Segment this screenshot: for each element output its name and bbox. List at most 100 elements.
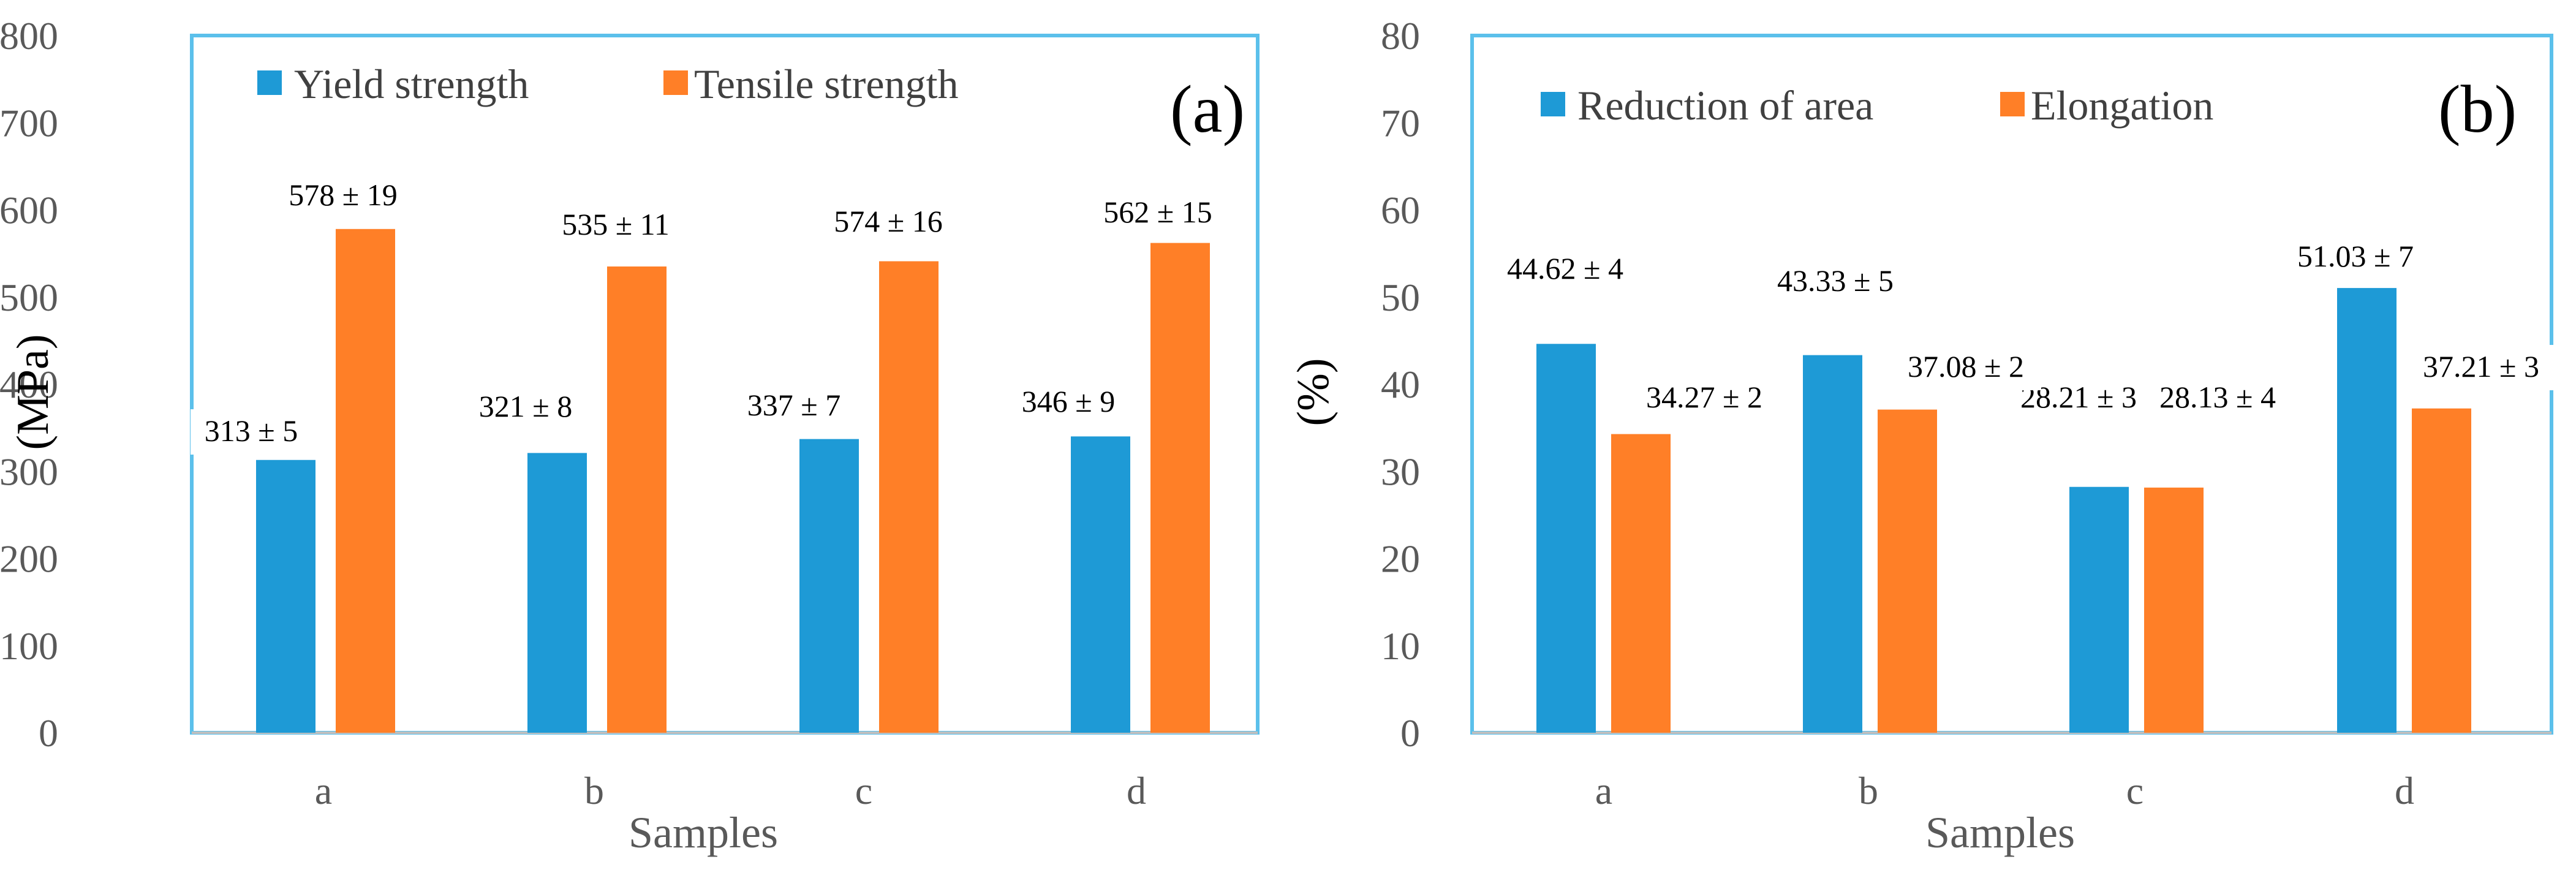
legend-swatch-tensile — [663, 70, 688, 95]
y-tick-label: 80 — [1381, 14, 1420, 58]
bar-elongation-d — [2412, 408, 2471, 733]
data-label-background — [191, 409, 312, 455]
data-label-group: 321 ± 8 — [465, 385, 586, 430]
data-label-background — [1890, 345, 2041, 390]
data-label-group: 535 ± 11 — [562, 207, 670, 241]
bar-reduction-of-area-b — [1803, 355, 1862, 733]
y-tick-label: 700 — [0, 101, 58, 145]
data-label: 51.03 ± 7 — [2297, 239, 2414, 273]
y-tick-label: 100 — [0, 624, 58, 668]
bar-reduction-of-area-a — [1536, 344, 1596, 733]
x-tick-label: d — [1127, 769, 1146, 812]
x-tick-label: b — [584, 769, 604, 812]
bar-yield-strength-b — [527, 453, 587, 733]
data-label: 574 ± 16 — [834, 204, 942, 238]
y-tick-label: 70 — [1381, 101, 1420, 145]
y-tick-labels-b: 0 10 20 30 40 50 60 70 80 — [1381, 14, 1420, 755]
bar-reduction-of-area-d — [2337, 288, 2397, 733]
bar-elongation-b — [1878, 409, 1937, 733]
data-label-background — [2280, 235, 2431, 280]
bar-reduction-of-area-c — [2069, 486, 2129, 733]
data-label-background — [1008, 380, 1129, 425]
y-tick-label: 0 — [1400, 711, 1420, 755]
legend-label-elongation: Elongation — [2031, 82, 2213, 129]
panel-label-b: (b) — [2438, 72, 2517, 146]
legend-label-reduction: Reduction of area — [1577, 82, 1873, 129]
y-tick-label: 300 — [0, 450, 58, 493]
data-label-group: 574 ± 16 — [834, 204, 942, 238]
chart-panel-b: 0 10 20 30 40 50 60 70 80 44.62 ± 4 43.33 ± 5 28.2… — [1288, 14, 2556, 857]
category-labels-a: a b c d — [315, 769, 1146, 812]
data-label-group: 37.08 ± 2 — [1890, 345, 2041, 390]
data-label-background — [2142, 376, 2293, 421]
data-label: 37.08 ± 2 — [1908, 349, 2024, 384]
bar-elongation-c — [2144, 487, 2204, 733]
y-tick-labels-a: 0 100 200 300 400 500 600 700 800 — [0, 14, 58, 755]
data-label: 37.21 ± 3 — [2423, 349, 2539, 384]
y-tick-label: 0 — [39, 711, 58, 755]
x-tick-label: c — [2126, 769, 2144, 812]
data-label-group: 337 ± 7 — [733, 384, 855, 429]
data-label-background — [1760, 259, 1911, 304]
x-tick-label: a — [315, 769, 332, 812]
y-tick-label: 40 — [1381, 363, 1420, 406]
y-tick-label: 20 — [1381, 537, 1420, 581]
legend-label-yield: Yield strength — [294, 61, 529, 107]
bar-tensile-strength-b — [607, 266, 667, 733]
data-label: 535 ± 11 — [562, 207, 670, 241]
data-label-group: 43.33 ± 5 — [1760, 259, 1911, 304]
data-label: 44.62 ± 4 — [1507, 251, 1623, 285]
y-tick-label: 600 — [0, 189, 58, 232]
data-label-group: 44.62 ± 4 — [1490, 247, 1641, 292]
data-label-group: 346 ± 9 — [1008, 380, 1129, 425]
y-tick-label: 60 — [1381, 189, 1420, 232]
data-label-group: 28.13 ± 4 — [2142, 376, 2293, 421]
panel-label-a: (a) — [1170, 72, 1245, 146]
category-labels-b: a b c d — [1595, 769, 2414, 812]
data-label-group: 28.21 ± 3 — [2003, 376, 2154, 421]
data-label-group: 562 ± 15 — [1103, 195, 1212, 229]
data-label-background — [2406, 345, 2556, 390]
data-label-group: 37.21 ± 3 — [2406, 345, 2556, 390]
y-tick-label: 400 — [0, 363, 58, 406]
legend-a: Yield strength Tensile strength — [257, 61, 958, 107]
legend-swatch-reduction — [1541, 92, 1565, 116]
x-axis-title-a: Samples — [629, 808, 778, 857]
data-label-group: 313 ± 5 — [191, 409, 312, 455]
bar-elongation-a — [1611, 434, 1671, 733]
y-tick-label: 800 — [0, 14, 58, 58]
data-label: 562 ± 15 — [1103, 195, 1212, 229]
data-label-background — [733, 384, 855, 429]
x-axis-title-b: Samples — [1925, 808, 2075, 857]
data-label: 34.27 ± 2 — [1646, 380, 1762, 414]
bars-a: 313 ± 5 321 ± 8 337 ± 7 346 ± 9 578 ± 19 535 … — [191, 178, 1212, 733]
data-label-group: 51.03 ± 7 — [2280, 235, 2431, 280]
y-tick-label: 10 — [1381, 624, 1420, 668]
y-tick-label: 30 — [1381, 450, 1420, 493]
bar-yield-strength-d — [1071, 436, 1130, 733]
data-label-background — [465, 385, 586, 430]
data-label: 28.13 ± 4 — [2159, 380, 2276, 414]
y-axis-title-a: (MPa) — [8, 334, 58, 450]
data-label-group: 34.27 ± 2 — [1629, 376, 1780, 421]
bar-tensile-strength-d — [1150, 243, 1210, 733]
y-tick-label: 200 — [0, 537, 58, 581]
x-tick-label: b — [1859, 769, 1878, 812]
legend-label-tensile: Tensile strength — [694, 61, 958, 107]
data-label-background — [1490, 247, 1641, 292]
data-label-background — [1629, 376, 1780, 421]
data-label: 321 ± 8 — [479, 389, 572, 423]
legend-swatch-elongation — [2000, 92, 2025, 116]
data-label: 313 ± 5 — [205, 414, 298, 448]
bar-tensile-strength-c — [879, 261, 939, 733]
data-label-group: 578 ± 19 — [289, 178, 397, 212]
x-tick-label: c — [855, 769, 872, 812]
y-axis-title-b: (%) — [1288, 358, 1339, 426]
data-label: 337 ± 7 — [747, 388, 840, 422]
legend-swatch-yield — [257, 70, 282, 95]
bar-yield-strength-a — [256, 459, 315, 733]
bar-tensile-strength-a — [336, 229, 395, 733]
y-tick-label: 50 — [1381, 276, 1420, 319]
